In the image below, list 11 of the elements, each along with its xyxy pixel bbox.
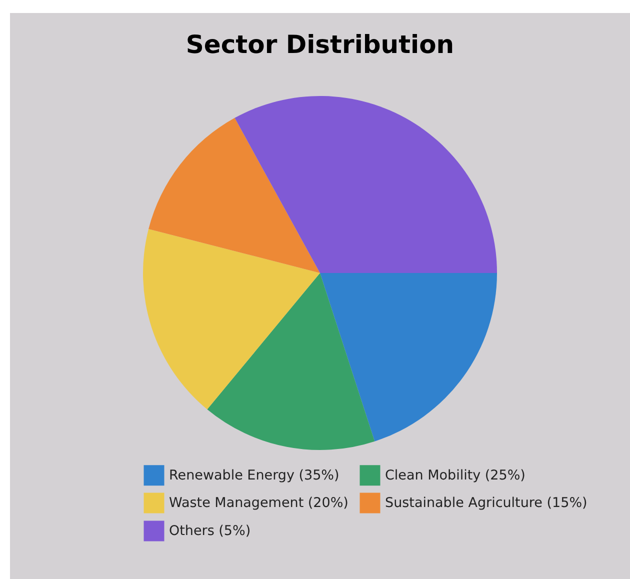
pie-slice (234, 96, 497, 273)
pie-slice (148, 118, 320, 273)
chart-title: Sector Distribution (186, 30, 454, 59)
legend-label: Sustainable Agriculture (15%) (385, 495, 588, 511)
pie-slice (143, 228, 320, 410)
legend-label: Waste Management (20%) (169, 495, 348, 511)
legend-label: Others (5%) (169, 523, 251, 539)
pie-slice (207, 273, 375, 450)
legend-label: Renewable Energy (35%) (169, 467, 340, 484)
pie-slice (320, 273, 497, 442)
legend-label: Clean Mobility (25%) (385, 467, 526, 484)
